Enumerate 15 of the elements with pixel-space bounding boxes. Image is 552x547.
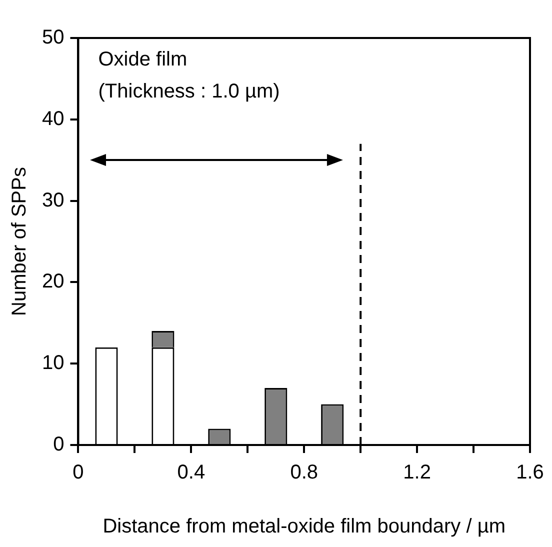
- x-tick-label: 0.8: [290, 462, 318, 484]
- y-tick-label: 20: [42, 270, 64, 293]
- annotation: (Thickness : 1.0 µm): [98, 80, 280, 103]
- x-tick-label: 0.4: [177, 462, 206, 484]
- annotation: Oxide film: [98, 48, 188, 71]
- y-tick-label: 0: [53, 434, 64, 456]
- x-axis-title: Distance from metal-oxide film boundary / µm: [102, 516, 506, 538]
- y-tick-label: 30: [42, 189, 64, 212]
- y-tick-label: 10: [42, 352, 64, 374]
- y-axis-title: Number of SPPs: [8, 167, 31, 316]
- y-tick-label: 50: [42, 26, 64, 49]
- x-tick-label: 0: [72, 462, 84, 484]
- x-tick-label: 1.6: [516, 462, 544, 484]
- y-tick-label: 40: [42, 108, 64, 130]
- x-tick-label: 1.2: [403, 462, 431, 484]
